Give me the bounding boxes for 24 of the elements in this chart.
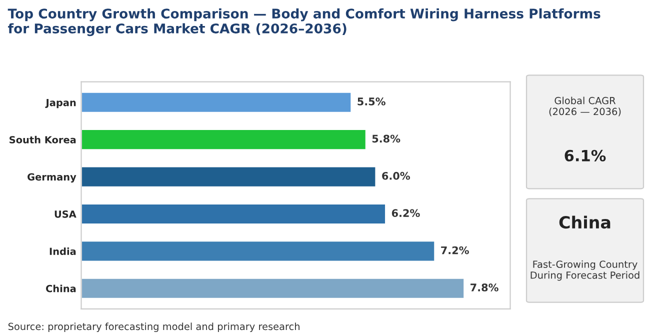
text: Fast-Growing Country During Forecast Period (530, 260, 640, 281)
y-tick-label: Japan (45, 98, 76, 108)
bar (81, 240, 436, 262)
text: China (559, 216, 610, 229)
data-label: 7.8% (470, 284, 498, 292)
chart-title: Top Country Growth Comparison — Body and Comfort Wiring Harness Platforms for Passenger Cars Market CAGR (2026–2036) (8, 8, 600, 36)
bar (81, 277, 465, 300)
source-note: Source: proprietary forecasting model and primary research (8, 322, 300, 332)
y-tick-label: India (50, 248, 76, 256)
y-tick-label: South Korea (10, 136, 76, 144)
data-label: 5.8% (372, 134, 400, 143)
bar (81, 166, 377, 188)
bar (81, 91, 352, 114)
bar (81, 128, 367, 151)
y-tick-label: Germany (28, 173, 76, 183)
y-tick-label: USA (54, 210, 76, 218)
text: Global CAGR (2026 — 2036) (549, 96, 621, 116)
data-label: 6.0% (382, 172, 410, 180)
bar (81, 203, 386, 225)
data-label: 6.2% (392, 209, 420, 218)
data-label: 5.5% (358, 98, 386, 106)
text: 6.1% (564, 150, 606, 162)
y-tick-label: China (46, 284, 76, 292)
data-label: 7.2% (441, 246, 469, 254)
